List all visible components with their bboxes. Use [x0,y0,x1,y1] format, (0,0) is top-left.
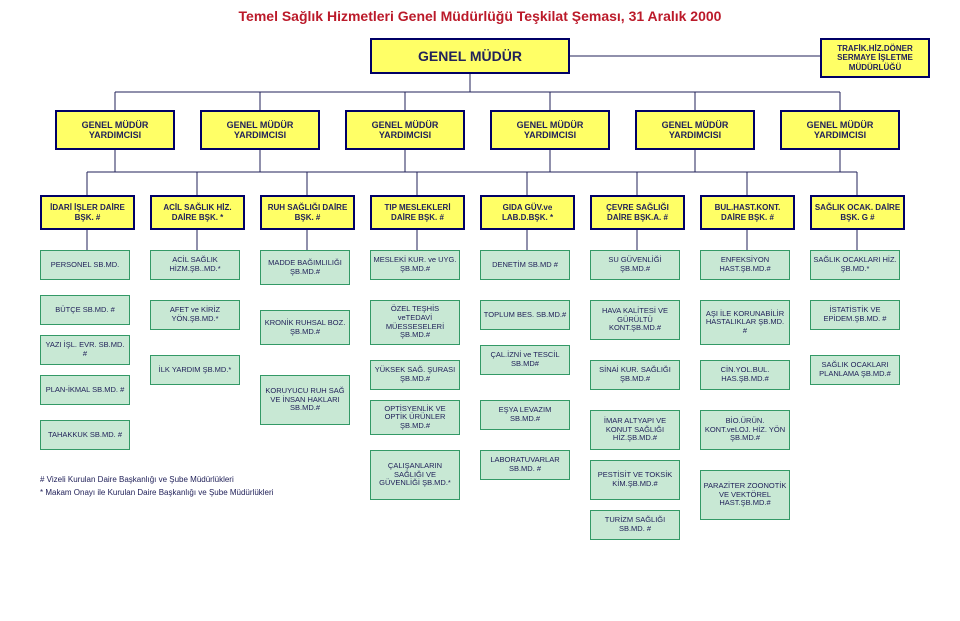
leaf-2-1: KRONİK RUHSAL BOZ. ŞB.MD.# [260,310,350,345]
leaf-0-4: TAHAKKUK SB.MD. # [40,420,130,450]
yardimci-3: GENEL MÜDÜR YARDIMCISI [490,110,610,150]
legend-line-2: * Makam Onayı ile Kurulan Daire Başkanlı… [40,488,273,497]
row3-5: ÇEVRE SAĞLIĞI DAİRE BŞK.A. # [590,195,685,230]
leaf-6-0: ENFEKSİYON HAST.ŞB.MD.# [700,250,790,280]
yardimci-5: GENEL MÜDÜR YARDIMCISI [780,110,900,150]
row3-6: BUL.HAST.KONT. DAİRE BŞK. # [700,195,795,230]
yardimci-2: GENEL MÜDÜR YARDIMCISI [345,110,465,150]
leaf-0-0: PERSONEL SB.MD. [40,250,130,280]
leaf-4-4: LABORATUVARLAR SB.MD. # [480,450,570,480]
leaf-6-1: AŞI İLE KORUNABİLİR HASTALIKLAR ŞB.MD. # [700,300,790,345]
yardimci-4: GENEL MÜDÜR YARDIMCISI [635,110,755,150]
row3-2: RUH SAĞLIĞI DAİRE BŞK. # [260,195,355,230]
root-box: GENEL MÜDÜR [370,38,570,74]
row3-4: GIDA GÜV.ve LAB.D.BŞK. * [480,195,575,230]
leaf-5-1: HAVA KALİTESİ VE GÜRÜLTÜ KONT.ŞB.MD.# [590,300,680,340]
leaf-3-3: OPTİSYENLİK VE OPTİK ÜRÜNLER ŞB.MD.# [370,400,460,435]
leaf-3-2: YÜKSEK SAĞ. ŞURASI ŞB.MD.# [370,360,460,390]
leaf-6-2: CİN.YOL.BUL. HAS.ŞB.MD.# [700,360,790,390]
leaf-5-3: İMAR ALTYAPI VE KONUT SAĞLIĞI HİZ.ŞB.MD.… [590,410,680,450]
yardimci-1: GENEL MÜDÜR YARDIMCISI [200,110,320,150]
leaf-4-2: ÇAL.İZNİ ve TESCİL SB.MD# [480,345,570,375]
leaf-6-3: BİO.ÜRÜN. KONT.veLOJ. HİZ. YÖN ŞB.MD.# [700,410,790,450]
leaf-3-1: ÖZEL TEŞHİS veTEDAVİ MÜESSESELERİ ŞB.MD.… [370,300,460,345]
leaf-7-2: SAĞLIK OCAKLARI PLANLAMA ŞB.MD.# [810,355,900,385]
row3-7: SAĞLIK OCAK. DAİRE BŞK. G # [810,195,905,230]
leaf-4-0: DENETİM SB.MD # [480,250,570,280]
leaf-1-2: İLK YARDIM ŞB.MD.* [150,355,240,385]
leaf-0-3: PLAN-İKMAL SB.MD. # [40,375,130,405]
leaf-2-2: KORUYUCU RUH SAĞ VE İNSAN HAKLARI SB.MD.… [260,375,350,425]
leaf-1-0: ACİL SAĞLIK HİZM.ŞB..MD.* [150,250,240,280]
leaf-6-4: PARAZİTER ZOONOTİK VE VEKTÖREL HAST.ŞB.M… [700,470,790,520]
page-title: Temel Sağlık Hizmetleri Genel Müdürlüğü … [0,0,960,28]
row3-1: ACİL SAĞLIK HİZ. DAİRE BŞK. * [150,195,245,230]
leaf-0-1: BÜTÇE SB.MD. # [40,295,130,325]
leaf-1-1: AFET ve KİRİZ YÖN.ŞB.MD.* [150,300,240,330]
leaf-3-4: ÇALIŞANLARIN SAĞLIĞI VE GÜVENLİĞİ ŞB.MD.… [370,450,460,500]
leaf-7-1: İSTATİSTİK VE EPİDEM.ŞB.MD. # [810,300,900,330]
leaf-0-2: YAZI İŞL. EVR. SB.MD. # [40,335,130,365]
side-box: TRAFİK.HİZ.DÖNER SERMAYE İŞLETME MÜDÜRLÜ… [820,38,930,78]
yardimci-0: GENEL MÜDÜR YARDIMCISI [55,110,175,150]
row3-3: TIP MESLEKLERİ DAİRE BŞK. # [370,195,465,230]
legend-line-1: # Vizeli Kurulan Daire Başkanlığı ve Şub… [40,475,234,484]
leaf-5-5: TURİZM SAĞLIĞI SB.MD. # [590,510,680,540]
leaf-4-1: TOPLUM BES. SB.MD.# [480,300,570,330]
leaf-7-0: SAĞLIK OCAKLARI HİZ. ŞB.MD.* [810,250,900,280]
leaf-5-2: SİNAİ KUR. SAĞLIĞI ŞB.MD.# [590,360,680,390]
leaf-5-4: PESTİSİT VE TOKSİK KİM.ŞB.MD.# [590,460,680,500]
leaf-5-0: SU GÜVENLİĞİ ŞB.MD.# [590,250,680,280]
leaf-4-3: EŞYA LEVAZIM SB.MD.# [480,400,570,430]
leaf-2-0: MADDE BAĞIMLILIĞI ŞB.MD.# [260,250,350,285]
row3-0: İDARİ İŞLER DAİRE BŞK. # [40,195,135,230]
leaf-3-0: MESLEKİ KUR. ve UYG. ŞB.MD.# [370,250,460,280]
